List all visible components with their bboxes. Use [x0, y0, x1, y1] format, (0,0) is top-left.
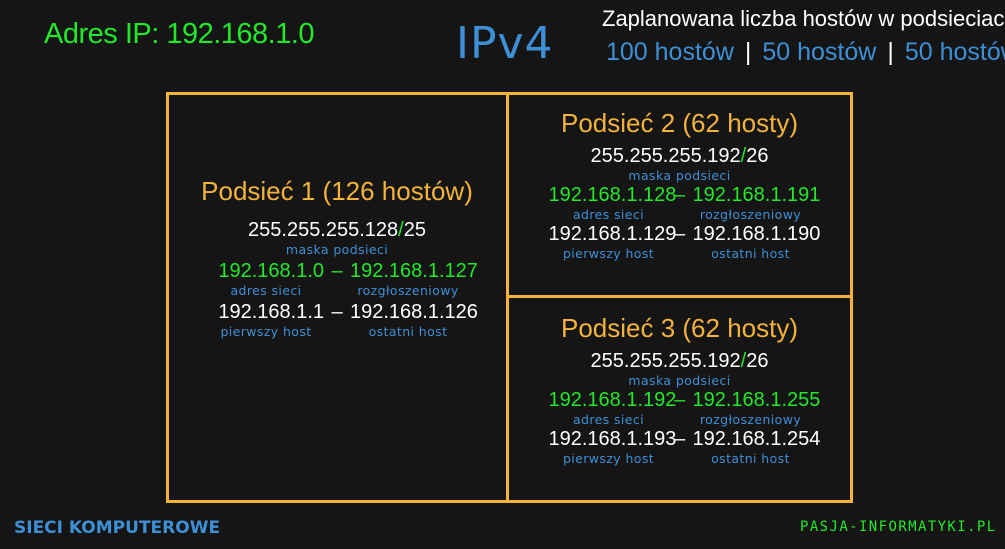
subnet-2-block: Podsieć 2 (62 hosty) 255.255.255.192/26 …	[506, 108, 853, 261]
plan-title: Zaplanowana liczba hostów w podsieciach	[602, 6, 1005, 31]
subnet-2-hosts-dash: –	[673, 223, 686, 245]
subnet-2-prefix-slash: /	[740, 145, 747, 167]
subnet-3-broadcast-caption: rozgłoszeniowy	[699, 412, 802, 427]
plan-hosts-1: 100 hostów	[606, 38, 734, 66]
plan-separator: |	[744, 38, 752, 66]
subnet-3-first-caption: pierwszy host	[562, 451, 655, 466]
subnet-3-mask-value: 255.255.255.192	[590, 350, 741, 372]
subnet-1-network: 192.168.1.0	[218, 260, 324, 282]
subnet-1-range-row: 192.168.1.0 – 192.168.1.127	[206, 260, 478, 283]
subnet-2-first-caption: pierwszy host	[562, 246, 655, 261]
subnet-2-prefix: 26	[746, 145, 769, 167]
plan-hosts-row: 100 hostów | 50 hostów | 50 hostów	[606, 38, 1005, 67]
subnet-3-broadcast: 192.168.1.255	[692, 389, 821, 411]
subnet-3-network: 192.168.1.192	[548, 389, 677, 411]
subnet-2-hosts-row: 192.168.1.129 – 192.168.1.190	[548, 223, 821, 246]
subnet-2-last-caption: ostatni host	[711, 246, 790, 261]
subnet-3-last-host: 192.168.1.254	[692, 428, 821, 450]
subnet-3-hosts-dash: –	[673, 428, 686, 450]
divider-horizontal	[506, 295, 853, 298]
subnet-2-network-caption: adres sieci	[572, 207, 645, 222]
subnet-1-host-captions: pierwszy host ostatni host	[206, 324, 468, 339]
subnet-2-mask-value: 255.255.255.192	[590, 145, 741, 167]
subnet-2-name: Podsieć 2 (62 hosty)	[560, 108, 798, 138]
footer-series-title: SIECI KOMPUTEROWE	[14, 518, 221, 538]
subnet-1-mask: 255.255.255.128/25	[248, 219, 426, 242]
plan-separator: |	[887, 38, 894, 66]
subnet-3-hosts-row: 192.168.1.193 – 192.168.1.254	[548, 428, 821, 451]
subnet-3-range-dash: –	[673, 389, 686, 411]
subnet-3-mask-caption: maska podsieci	[628, 373, 731, 388]
subnet-1-broadcast: 192.168.1.127	[350, 260, 478, 282]
subnet-2-host-captions: pierwszy host ostatni host	[549, 246, 811, 261]
plan-hosts-3: 50 hostów	[904, 38, 1005, 66]
subnet-1-last-caption: ostatni host	[368, 324, 448, 339]
protocol-title: IPv4	[456, 18, 554, 69]
subnet-1-hosts-dash: –	[331, 301, 343, 323]
subnet-3-range-captions: adres sieci rozgłoszeniowy	[549, 412, 811, 427]
subnet-3-first-host: 192.168.1.193	[548, 428, 677, 450]
subnet-2-mask: 255.255.255.192/26	[591, 145, 769, 168]
subnet-1-broadcast-caption: rozgłoszeniowy	[357, 283, 459, 298]
subnet-1-first-host: 192.168.1.1	[218, 301, 324, 323]
subnet-1-first-caption: pierwszy host	[220, 324, 312, 339]
subnet-2-first-host: 192.168.1.129	[548, 223, 677, 245]
subnet-1-range-captions: adres sieci rozgłoszeniowy	[206, 283, 468, 298]
subnet-2-broadcast-caption: rozgłoszeniowy	[699, 207, 802, 222]
subnet-1-prefix-slash: /	[398, 219, 404, 241]
subnet-3-prefix: 26	[746, 350, 769, 372]
subnet-3-mask: 255.255.255.192/26	[591, 350, 769, 373]
subnet-1-range-dash: –	[331, 260, 343, 282]
subnet-2-range-dash: –	[673, 184, 686, 206]
subnet-3-range-row: 192.168.1.192 – 192.168.1.255	[548, 389, 821, 412]
subnet-1-block: Podsieć 1 (126 hostów) 255.255.255.128/2…	[166, 176, 508, 339]
subnet-1-network-caption: adres sieci	[230, 283, 302, 298]
subnet-2-mask-caption: maska podsieci	[628, 168, 731, 183]
subnet-1-last-host: 192.168.1.126	[350, 301, 478, 323]
plan-hosts-2: 50 hostów	[762, 38, 877, 66]
subnet-1-mask-value: 255.255.255.128	[248, 219, 399, 241]
subnet-3-last-caption: ostatni host	[711, 451, 790, 466]
subnet-1-mask-caption: maska podsieci	[285, 242, 389, 257]
subnet-1-name: Podsieć 1 (126 hostów)	[201, 176, 473, 206]
ip-address-title: Adres IP: 192.168.1.0	[44, 18, 315, 50]
subnet-3-prefix-slash: /	[740, 350, 747, 372]
subnet-3-block: Podsieć 3 (62 hosty) 255.255.255.192/26 …	[506, 313, 853, 466]
subnet-3-host-captions: pierwszy host ostatni host	[549, 451, 811, 466]
subnet-1-hosts-row: 192.168.1.1 – 192.168.1.126	[206, 301, 478, 324]
subnet-2-network: 192.168.1.128	[548, 184, 677, 206]
subnet-2-range-captions: adres sieci rozgłoszeniowy	[549, 207, 811, 222]
subnet-3-name: Podsieć 3 (62 hosty)	[560, 313, 798, 343]
subnet-3-network-caption: adres sieci	[572, 412, 645, 427]
subnet-2-range-row: 192.168.1.128 – 192.168.1.191	[548, 184, 821, 207]
subnet-2-last-host: 192.168.1.190	[692, 223, 821, 245]
subnet-2-broadcast: 192.168.1.191	[692, 184, 821, 206]
footer-website-link[interactable]: PASJA-INFORMATYKI.PL	[800, 519, 997, 535]
subnet-1-prefix: 25	[403, 219, 426, 241]
